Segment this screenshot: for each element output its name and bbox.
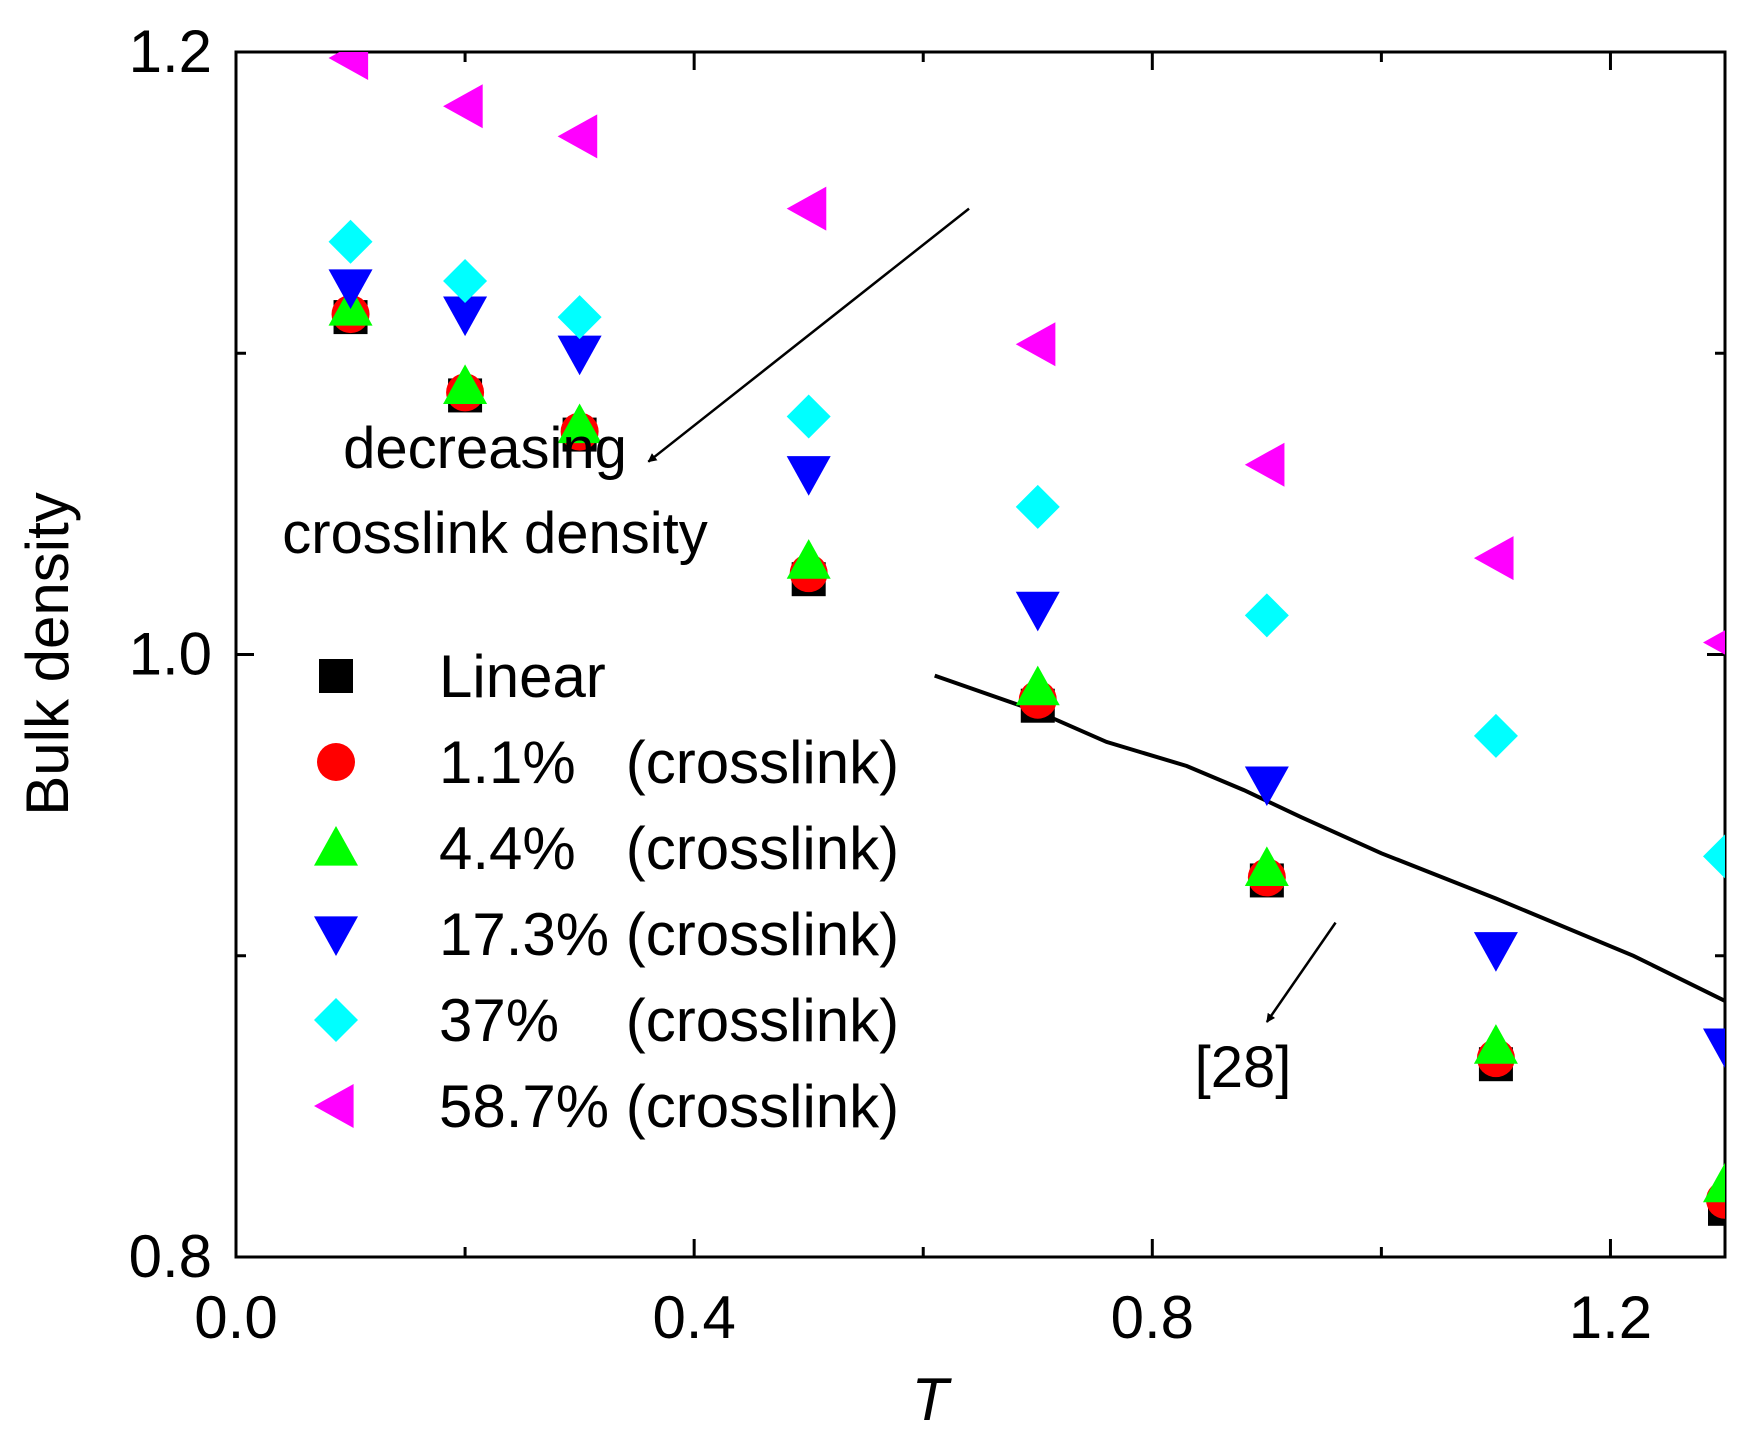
- legend-label-0: Linear: [439, 643, 606, 710]
- legend-symbol-2: [314, 826, 358, 866]
- data-point-series-2: [1703, 1162, 1725, 1203]
- data-point-series-4: [1473, 713, 1518, 758]
- data-point-series-2: [557, 403, 602, 444]
- data-point-series-5: [1703, 630, 1725, 655]
- data-point-series-3: [443, 296, 488, 337]
- x-axis-title: T: [912, 1366, 953, 1433]
- reference-28-line: [934, 673, 1726, 1003]
- legend-symbol-3: [314, 916, 358, 956]
- data-point-series-2: [1473, 1024, 1518, 1064]
- data-point-series-3: [1473, 932, 1518, 972]
- x-tick-label: 1.2: [1569, 1284, 1652, 1351]
- reference-28-arrow: [1265, 921, 1337, 1023]
- legend-label-2: 4.4% (crosslink): [439, 815, 899, 882]
- data-point-series-3: [1015, 591, 1060, 632]
- decreasing-crosslink-arrow: [647, 207, 970, 463]
- data-point-series-4: [786, 394, 831, 439]
- data-point-series-2: [786, 539, 831, 579]
- data-point-series-5: [557, 114, 598, 159]
- legend-label-5: 58.7% (crosslink): [439, 1073, 899, 1140]
- data-point-series-5: [328, 52, 369, 81]
- data-point-series-4: [1244, 593, 1289, 638]
- data-point-series-4: [328, 219, 373, 264]
- y-axis-title: Bulk density: [14, 492, 81, 816]
- data-point-series-3: [557, 335, 602, 376]
- x-tick-label: 0.8: [1111, 1284, 1194, 1351]
- data-point-series-3: [328, 269, 373, 309]
- data-point-series-4: [1703, 834, 1725, 879]
- data-point-series-2: [1015, 665, 1060, 706]
- data-point-series-5: [1473, 536, 1514, 581]
- legend-label-3: 17.3% (crosslink): [439, 901, 899, 968]
- data-point-series-5: [443, 84, 483, 129]
- data-point-series-3: [1244, 766, 1289, 807]
- data-point-series-3: [786, 456, 831, 496]
- legend: Linear 1.1% (crosslink) 4.4% (crosslink) 17…: [314, 643, 899, 1140]
- x-tick-label: 0.4: [652, 1284, 735, 1351]
- data-point-series-4: [1015, 484, 1060, 529]
- data-point-series-5: [786, 186, 827, 231]
- data-point-series-2: [1244, 846, 1289, 886]
- annotation-decreasing: decreasing: [343, 416, 627, 481]
- data-point-series-5: [1244, 442, 1285, 487]
- annotation-crosslink-density: crosslink density: [282, 501, 707, 566]
- data-point-series-2: [443, 364, 488, 404]
- legend-symbol-5: [314, 1084, 354, 1128]
- y-tick-label: 1.0: [129, 621, 212, 688]
- data-point-series-4: [443, 258, 488, 303]
- axes: 0.0 0.4 0.8 1.2 0.8 1.0 1.2: [129, 18, 1725, 1351]
- legend-symbol-0: [319, 659, 353, 693]
- y-tick-label: 1.2: [129, 18, 212, 85]
- annotation-ref-28: [28]: [1195, 1035, 1292, 1100]
- data-point-series-4: [557, 295, 602, 340]
- data-series: [328, 52, 1725, 1226]
- data-point-series-5: [1015, 322, 1056, 367]
- legend-label-1: 1.1% (crosslink): [439, 729, 899, 796]
- legend-label-4: 37% (crosslink): [439, 987, 899, 1054]
- y-tick-label: 0.8: [129, 1223, 212, 1290]
- x-tick-label: 0.0: [194, 1284, 277, 1351]
- legend-symbol-1: [317, 743, 355, 781]
- data-point-series-3: [1703, 1028, 1725, 1069]
- legend-symbol-4: [314, 998, 358, 1042]
